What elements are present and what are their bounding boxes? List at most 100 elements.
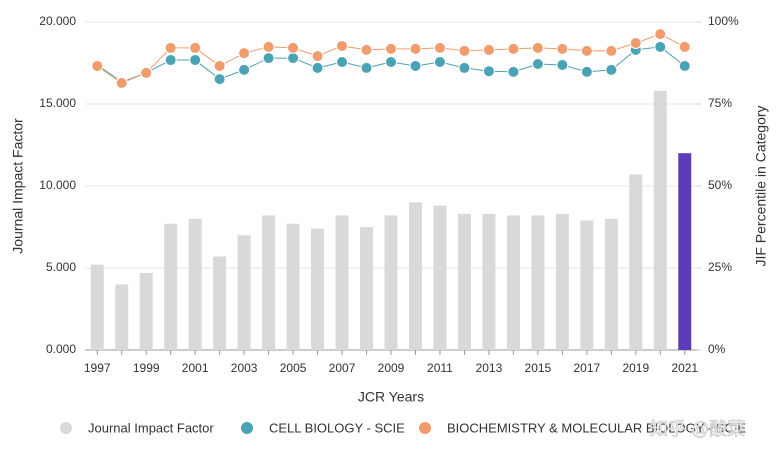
x-tick-label: 2009 (378, 361, 405, 375)
bar (457, 213, 471, 350)
y2-tick-label: 25% (708, 260, 732, 274)
point (409, 42, 422, 55)
bar (360, 227, 374, 350)
y2-tick-label: 50% (708, 178, 732, 192)
point (140, 66, 153, 79)
legend-text: CELL BIOLOGY - SCIE (269, 420, 405, 435)
point (556, 58, 569, 71)
x-tick-label: 2005 (280, 361, 307, 375)
y-tick-label: 15.000 (39, 96, 76, 110)
bar (188, 218, 202, 350)
bar (115, 284, 129, 350)
bar (384, 215, 398, 350)
x-tick-label: 1997 (84, 361, 111, 375)
legend-marker (241, 422, 253, 434)
point (507, 65, 520, 78)
point (654, 40, 667, 53)
point (311, 61, 324, 74)
point (433, 41, 446, 54)
y-axis-title: Journal Impact Factor (10, 118, 26, 254)
x-tick-label: 2013 (476, 361, 503, 375)
point (336, 39, 349, 52)
point (115, 77, 128, 90)
point (287, 41, 300, 54)
point (262, 40, 275, 53)
point (287, 52, 300, 65)
y2-tick-label: 100% (708, 14, 739, 28)
y2-tick-label: 0% (708, 342, 726, 356)
point (238, 63, 251, 76)
bar (262, 215, 276, 350)
point (385, 56, 397, 69)
bar (604, 218, 618, 350)
point (360, 43, 373, 56)
bar (237, 235, 251, 350)
point (311, 50, 324, 63)
point (556, 42, 569, 55)
point (189, 54, 202, 67)
point (580, 44, 593, 57)
bar (408, 202, 422, 350)
bar (90, 264, 104, 350)
point (433, 56, 446, 69)
bar (213, 256, 227, 350)
bar (482, 213, 496, 350)
point (238, 47, 251, 60)
point (213, 59, 226, 72)
point (531, 57, 544, 70)
bar (580, 220, 594, 350)
x-tick-label: 1999 (133, 361, 160, 375)
point (507, 42, 520, 55)
point (629, 36, 642, 49)
watermark: 知乎 @酸菜 (650, 419, 745, 439)
x-tick-label: 2021 (671, 361, 698, 375)
point (360, 61, 373, 74)
legend-text: BIOCHEMISTRY & MOLECULAR BIOLOGY - SCIE (447, 420, 746, 435)
bar (286, 223, 300, 350)
x-tick-label: 2007 (329, 361, 356, 375)
point (262, 52, 275, 65)
x-tick-label: 2003 (231, 361, 258, 375)
point (531, 41, 544, 54)
bar (311, 228, 325, 350)
point (409, 59, 422, 72)
bar (506, 215, 520, 350)
point (605, 63, 618, 76)
y-tick-label: 10.000 (39, 178, 76, 192)
point (164, 41, 177, 54)
point (385, 42, 397, 55)
point (654, 28, 667, 41)
bar (335, 215, 349, 350)
point (678, 59, 691, 72)
bar (139, 272, 153, 350)
point (164, 54, 177, 67)
y2-tick-label: 75% (708, 96, 732, 110)
legend-text: Journal Impact Factor (88, 420, 214, 435)
bar (653, 90, 667, 350)
point (213, 73, 226, 86)
bar (531, 215, 545, 350)
y-tick-label: 20.000 (39, 14, 76, 28)
point (678, 40, 691, 53)
point (482, 65, 495, 78)
x-axis-title: JCR Years (358, 389, 424, 405)
point (580, 65, 593, 78)
bar (629, 174, 643, 350)
point (458, 44, 471, 57)
x-tick-label: 2011 (427, 361, 453, 375)
point (458, 61, 471, 74)
bar (433, 205, 447, 350)
x-tick-label: 2017 (573, 361, 600, 375)
x-tick-label: 2015 (525, 361, 552, 375)
point (91, 59, 104, 72)
bar (678, 153, 692, 350)
point (482, 43, 495, 56)
legend-marker (419, 422, 431, 434)
x-tick-label: 2019 (622, 361, 649, 375)
legend-marker (60, 422, 72, 434)
x-tick-label: 2001 (182, 361, 209, 375)
y2-axis-title: JIF Percentile in Category (753, 105, 769, 266)
point (605, 44, 618, 57)
y-tick-label: 0.000 (46, 342, 76, 356)
